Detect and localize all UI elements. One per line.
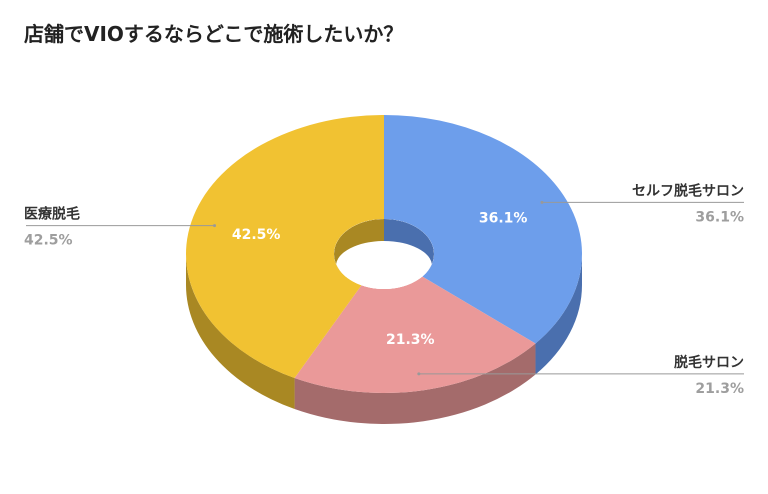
slice-1 — [294, 276, 536, 393]
hole-floor — [336, 241, 432, 289]
callout-label-1: 脱毛サロン — [674, 354, 744, 371]
inner-pct-2: 42.5% — [232, 227, 281, 243]
slice-side-0 — [535, 254, 582, 375]
callout-dot-2 — [213, 224, 217, 228]
slice-side-1 — [294, 343, 536, 424]
callout-pct-2: 42.5% — [24, 233, 73, 249]
slice-0 — [384, 115, 582, 344]
callout-pct-1: 21.3% — [695, 381, 744, 397]
inner-pct-0: 36.1% — [479, 210, 528, 226]
callout-dot-0 — [540, 200, 544, 204]
callout-label-2: 医療脱毛 — [24, 206, 80, 223]
slice-tops — [186, 115, 582, 393]
slice-sides — [186, 254, 582, 424]
chart-labels: 36.1% セルフ脱毛サロン 36.1% 21.3% 脱毛サロン 21.3% 42.5% 医療… — [24, 182, 744, 396]
callout-pct-0: 36.1% — [695, 209, 744, 225]
chart-title: 店舗でVIOするならどこで施術したいか？ — [24, 22, 404, 46]
callout-lines — [26, 200, 744, 376]
donut-hole — [334, 219, 434, 289]
slice-2 — [186, 115, 384, 379]
inner-pct-1: 21.3% — [386, 332, 435, 348]
slice-side-2 — [186, 254, 295, 410]
callout-dot-1 — [417, 372, 421, 376]
callout-label-0: セルフ脱毛サロン — [632, 182, 744, 199]
hole-inner-walls — [334, 219, 434, 289]
